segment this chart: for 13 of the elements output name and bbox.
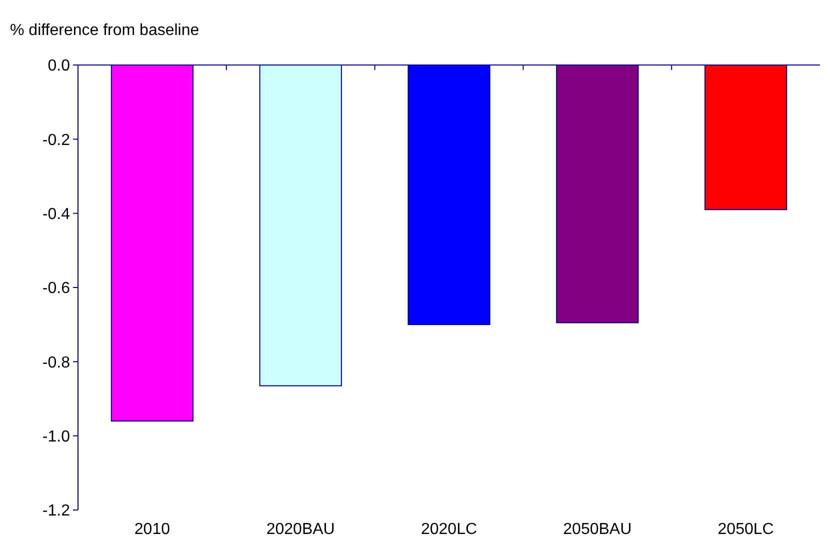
x-tick-label: 2010 <box>134 521 170 538</box>
y-tick-label: -0.2 <box>42 132 70 149</box>
x-tick-label: 2050LC <box>718 521 774 538</box>
y-tick-label: -0.6 <box>42 280 70 298</box>
x-tick-label: 2020LC <box>420 521 478 538</box>
y-tick-label: 0.0 <box>48 58 70 75</box>
y-tick-label: -0.4 <box>42 206 70 223</box>
y-tick-label: -1.2 <box>42 502 70 520</box>
y-axis-title: % difference from baseline <box>10 22 200 39</box>
x-tick-label: 2050BAU <box>563 521 632 538</box>
y-tick-label: -1.0 <box>42 428 70 446</box>
y-tick-label: -0.8 <box>42 354 70 372</box>
x-tick-label: 2020BAU <box>266 521 335 538</box>
